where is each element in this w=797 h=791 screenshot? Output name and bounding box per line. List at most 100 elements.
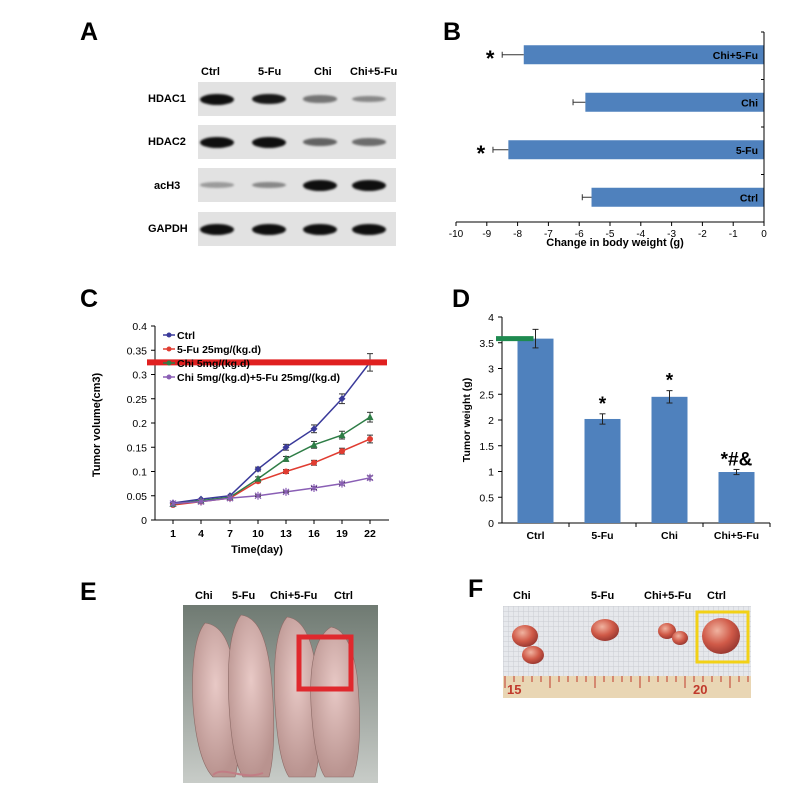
- chart-c-ytick-label: 0.05: [127, 491, 148, 503]
- chart-d-ytick-label: 0: [488, 518, 494, 530]
- chart-c-point: [338, 479, 346, 488]
- tumor-chi5fu-2: [672, 631, 688, 645]
- chart-d-ytick-label: 0.5: [479, 492, 494, 504]
- blot-band: [303, 95, 337, 103]
- panel-c-letter: C: [80, 285, 99, 313]
- highlight-box: [296, 634, 354, 692]
- chart-b-tick-label: -7: [544, 229, 553, 240]
- chart-c-legend-marker: [166, 332, 172, 338]
- chart-c-series-line: [172, 477, 371, 505]
- photo-e-label: Chi+5-Fu: [270, 590, 318, 602]
- chart-b-tick-label: -10: [449, 229, 464, 240]
- blot-band: [252, 223, 286, 235]
- chart-c-xtick-label: 19: [336, 528, 348, 540]
- blot-band: [303, 138, 337, 146]
- chart-c-xlabel: Time(day): [231, 544, 283, 556]
- chart-c-point: [282, 454, 290, 462]
- ruler-mark: 15: [507, 682, 521, 697]
- chart-c-xtick-label: 4: [198, 528, 204, 540]
- chart-c-xtick-label: 22: [364, 528, 376, 540]
- chart-c-legend-label: Chi 5mg/(kg.d): [177, 358, 250, 370]
- tumor-chi5fu-1: [658, 623, 676, 639]
- tumor-photo: 15 20: [503, 606, 751, 698]
- chart-b-tick-label: -4: [636, 229, 645, 240]
- chart-c-point: [310, 483, 318, 492]
- chart-b-significance: *: [477, 141, 486, 166]
- chart-d-bar: [718, 472, 755, 523]
- photo-e-label: Chi: [195, 590, 213, 602]
- tumor-5fu: [591, 619, 619, 641]
- chart-d-ytick-label: 2: [488, 415, 494, 427]
- blot-band: [352, 138, 386, 146]
- chart-c-point: [254, 465, 262, 473]
- blot-band: [200, 182, 234, 188]
- highlight-box: [695, 610, 750, 664]
- chart-b-xlabel: Change in body weight (g): [546, 237, 684, 249]
- chart-c-point: [338, 395, 346, 403]
- blot-band: [303, 223, 337, 235]
- chart-d-bar: [651, 396, 688, 523]
- tumor-chi-2: [522, 646, 544, 664]
- chart-b-bar: [585, 92, 764, 112]
- chart-b-tick-label: -9: [482, 229, 491, 240]
- chart-d-xtick-label: Chi+5-Fu: [714, 530, 759, 542]
- chart-d-xtick-label: Chi: [661, 530, 678, 542]
- chart-c-point: [226, 494, 234, 503]
- chart-c-ytick-label: 0.1: [132, 467, 147, 479]
- blot-band: [252, 181, 286, 189]
- blot-column-label: Chi+5-Fu: [350, 66, 398, 78]
- chart-b-bar-label: 5-Fu: [736, 145, 758, 157]
- chart-c-ytick-label: 0.4: [132, 321, 147, 333]
- blot-column-label: 5-Fu: [258, 66, 282, 78]
- chart-b-bar-label: Chi+5-Fu: [713, 50, 758, 62]
- chart-c-xtick-label: 7: [227, 528, 233, 540]
- blot-band: [352, 179, 386, 191]
- chart-b-tick-label: -8: [513, 229, 522, 240]
- chart-c-legend-marker: [166, 374, 172, 380]
- chart-b-tick-label: 0: [761, 229, 767, 240]
- chart-c-ytick-label: 0: [141, 515, 147, 527]
- ruler-mark: 20: [693, 682, 707, 697]
- chart-c-legend-marker: [166, 360, 172, 366]
- chart-d-ytick-label: 1: [488, 467, 494, 479]
- chart-b-bar-label: Ctrl: [740, 192, 758, 204]
- chart-d-ytick-label: 2.5: [479, 389, 494, 401]
- chart-c-series-line: [172, 416, 371, 505]
- blot-band: [303, 179, 337, 191]
- chart-b-bar: [523, 45, 764, 65]
- chart-d-ylabel: Tumor weight (g): [461, 378, 473, 462]
- chart-c-point: [310, 440, 318, 448]
- chart-d-bar: [517, 338, 554, 523]
- blot-band: [200, 136, 234, 148]
- chart-d-significance: *: [666, 371, 674, 392]
- blot-band: [252, 136, 286, 148]
- panel-b-letter: B: [443, 18, 462, 46]
- blot-row-label: HDAC2: [148, 136, 186, 148]
- chart-c-ytick-label: 0.3: [132, 370, 147, 382]
- chart-b-bar-label: Chi: [741, 97, 758, 109]
- chart-c-point: [197, 497, 205, 506]
- chart-c-point: [367, 436, 373, 443]
- blot-band: [252, 93, 286, 105]
- chart-d-ytick-label: 3: [488, 364, 494, 376]
- chart-c-point: [366, 473, 374, 482]
- photo-e-label: 5-Fu: [232, 590, 256, 602]
- chart-c-xtick-label: 16: [308, 528, 320, 540]
- chart-b-bar: [591, 187, 764, 207]
- mice-photo: [183, 605, 378, 783]
- chart-c-point: [254, 474, 262, 482]
- panel-a-letter: A: [80, 18, 99, 46]
- photo-f-label: Chi: [513, 590, 531, 602]
- chart-d-significance: *: [599, 394, 607, 415]
- chart-c-point: [282, 443, 290, 451]
- panel-d-letter: D: [452, 285, 471, 313]
- chart-d-ytick-label: 4: [488, 312, 494, 324]
- chart-c-point: [169, 499, 177, 508]
- chart-c-ylabel: Tumor volume(cm3): [91, 373, 103, 478]
- blot-row-label: GAPDH: [148, 223, 188, 235]
- tumor-weight-chart: 0 0.5 1 1.5 2 2.5 3 3.5 4 Ctrl 5-Fu Chi Chi+5-Fu * * *…: [461, 312, 771, 542]
- blot-band: [200, 223, 234, 235]
- chart-c-point: [254, 491, 262, 500]
- chart-c-ytick-label: 0.2: [132, 418, 147, 430]
